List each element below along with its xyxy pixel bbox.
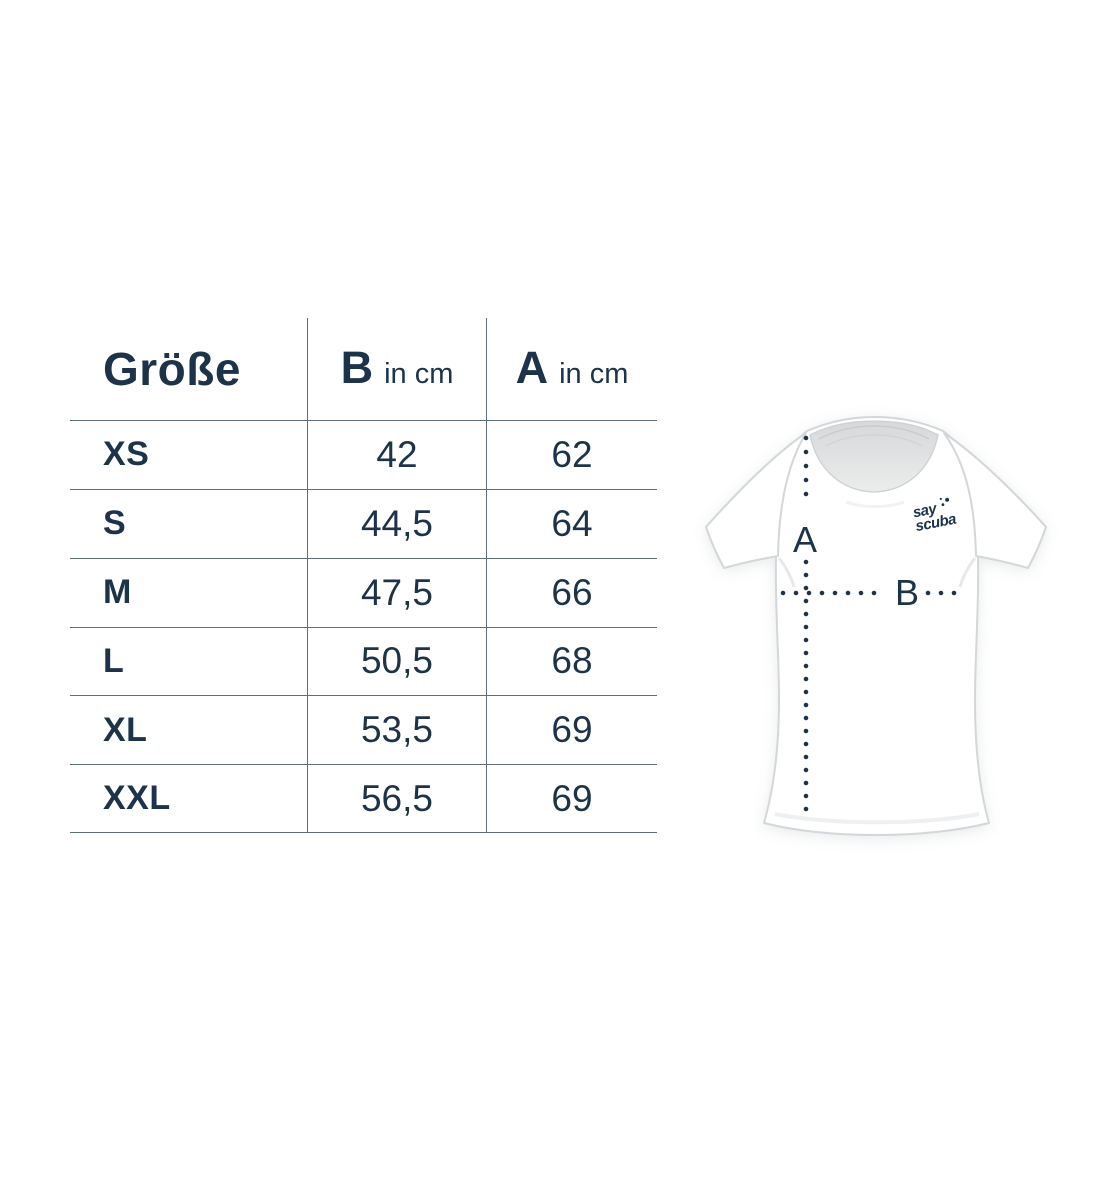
- size-cell-xs: XS: [70, 420, 307, 489]
- b-value-l: 50,5: [307, 626, 486, 696]
- tshirt-illustration: say scuba A B: [680, 395, 1100, 845]
- tshirt-crease-right-armpit: [958, 557, 977, 588]
- a-value-s: 64: [486, 488, 657, 558]
- column-header-a-unit: in cm: [559, 358, 629, 390]
- tshirt-sleeve-right: [943, 432, 1047, 569]
- measurement-lines: [780, 435, 970, 825]
- column-header-b-unit: in cm: [384, 358, 454, 390]
- size-cell-l: L: [70, 626, 307, 696]
- tshirt-crease-left-armpit: [777, 557, 796, 588]
- size-cell-s: S: [70, 488, 307, 558]
- tshirt-crease-hem: [774, 812, 980, 825]
- column-header-size: Größe: [103, 343, 241, 395]
- b-value-m: 47,5: [307, 557, 486, 627]
- b-value-xxl: 56,5: [307, 764, 486, 833]
- label-a: A: [793, 519, 817, 560]
- logo-bubble-2: [945, 497, 950, 502]
- b-value-s: 44,5: [307, 488, 486, 558]
- b-value-xs: 42: [307, 420, 486, 489]
- tshirt-neck-opening: [809, 420, 939, 493]
- a-value-m: 66: [486, 557, 657, 627]
- a-value-xs: 62: [486, 420, 657, 489]
- column-header-a-letter: A: [515, 342, 549, 393]
- tshirt-collar-seam-2: [825, 434, 923, 447]
- tshirt-sleeve-left: [705, 432, 807, 569]
- column-header-b-letter: B: [340, 342, 374, 393]
- a-value-l: 68: [486, 626, 657, 696]
- b-value-xl: 53,5: [307, 695, 486, 765]
- logo-bubble-3: [939, 497, 942, 501]
- size-cell-m: M: [70, 557, 307, 627]
- label-b: B: [895, 572, 919, 613]
- brand-logo-line1: say: [911, 500, 938, 521]
- a-value-xxl: 69: [486, 764, 657, 833]
- tshirt-collar-seam: [818, 425, 930, 440]
- a-value-xl: 69: [486, 695, 657, 765]
- size-cell-xxl: XXL: [70, 764, 307, 833]
- size-cell-xl: XL: [70, 695, 307, 764]
- logo-bubble-1: [941, 503, 945, 507]
- tshirt-crease-chest: [845, 500, 905, 508]
- brand-logo: say scuba: [911, 497, 958, 535]
